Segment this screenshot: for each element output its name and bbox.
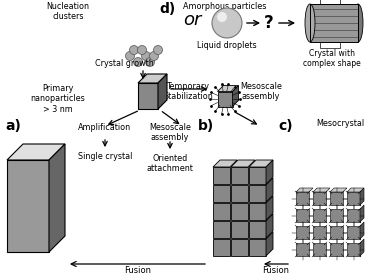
Polygon shape <box>231 203 248 220</box>
Text: Mesocrystal: Mesocrystal <box>316 119 364 128</box>
Polygon shape <box>266 178 273 202</box>
Polygon shape <box>320 0 340 4</box>
Polygon shape <box>249 239 266 256</box>
Polygon shape <box>330 209 343 222</box>
Circle shape <box>149 52 158 61</box>
Polygon shape <box>266 160 273 184</box>
Circle shape <box>145 58 154 67</box>
Circle shape <box>126 52 135 61</box>
Polygon shape <box>249 185 266 202</box>
Ellipse shape <box>305 4 315 42</box>
Circle shape <box>133 58 142 67</box>
Polygon shape <box>249 221 266 238</box>
Polygon shape <box>313 188 330 192</box>
Polygon shape <box>296 243 309 256</box>
Polygon shape <box>360 239 364 256</box>
Text: Amplification: Amplification <box>78 123 131 132</box>
Polygon shape <box>360 222 364 239</box>
Polygon shape <box>138 83 158 109</box>
Text: Temporary
Stabilization: Temporary Stabilization <box>163 82 213 101</box>
Text: a): a) <box>5 119 21 133</box>
Polygon shape <box>313 243 326 256</box>
Circle shape <box>138 45 147 55</box>
Polygon shape <box>266 196 273 220</box>
Polygon shape <box>320 42 340 48</box>
Polygon shape <box>249 167 266 184</box>
Polygon shape <box>266 232 273 256</box>
Polygon shape <box>249 160 273 167</box>
Polygon shape <box>7 160 49 252</box>
Text: ?: ? <box>264 14 274 32</box>
Polygon shape <box>330 192 343 205</box>
Polygon shape <box>360 205 364 222</box>
Polygon shape <box>347 188 364 192</box>
Text: Fusion: Fusion <box>262 266 289 274</box>
Polygon shape <box>347 192 360 205</box>
Polygon shape <box>296 209 309 222</box>
Polygon shape <box>313 192 326 205</box>
Polygon shape <box>347 243 360 256</box>
Polygon shape <box>231 167 248 184</box>
Polygon shape <box>313 209 326 222</box>
Text: Amorphous particles: Amorphous particles <box>183 2 267 11</box>
Polygon shape <box>213 203 230 220</box>
Polygon shape <box>296 188 313 192</box>
Polygon shape <box>213 160 237 167</box>
Polygon shape <box>232 85 239 107</box>
FancyBboxPatch shape <box>310 4 358 42</box>
Polygon shape <box>213 239 230 256</box>
Polygon shape <box>49 144 65 252</box>
Circle shape <box>217 12 227 22</box>
Text: Primary
nanoparticles
> 3 nm: Primary nanoparticles > 3 nm <box>31 84 85 114</box>
Polygon shape <box>266 214 273 238</box>
Circle shape <box>142 52 151 61</box>
Polygon shape <box>296 226 309 239</box>
Polygon shape <box>138 74 167 83</box>
Polygon shape <box>249 203 266 220</box>
Polygon shape <box>231 160 255 167</box>
Polygon shape <box>213 167 230 184</box>
Polygon shape <box>213 185 230 202</box>
Circle shape <box>212 8 242 38</box>
Text: Mesoscale
assembly: Mesoscale assembly <box>240 82 282 101</box>
Text: Crystal growth: Crystal growth <box>95 59 154 68</box>
Polygon shape <box>330 188 347 192</box>
Text: Liquid droplets: Liquid droplets <box>197 41 257 50</box>
Text: Oriented
attachment: Oriented attachment <box>147 154 193 173</box>
Polygon shape <box>231 239 248 256</box>
Text: Single crystal: Single crystal <box>78 152 132 161</box>
Polygon shape <box>158 74 167 109</box>
Polygon shape <box>296 192 309 205</box>
Text: Nucleation
clusters: Nucleation clusters <box>46 2 89 21</box>
Text: c): c) <box>278 119 292 133</box>
Text: Mesoscale
assembly: Mesoscale assembly <box>149 123 191 142</box>
Polygon shape <box>213 221 230 238</box>
Circle shape <box>129 45 138 55</box>
Polygon shape <box>347 226 360 239</box>
Text: Fusion: Fusion <box>124 266 151 274</box>
Circle shape <box>154 45 163 55</box>
Text: Crystal with
complex shape: Crystal with complex shape <box>303 49 361 68</box>
Polygon shape <box>218 92 232 107</box>
Polygon shape <box>313 226 326 239</box>
Polygon shape <box>330 226 343 239</box>
Ellipse shape <box>353 4 363 42</box>
Polygon shape <box>330 243 343 256</box>
Text: or: or <box>183 11 201 29</box>
Text: b): b) <box>198 119 214 133</box>
Polygon shape <box>7 144 65 160</box>
Polygon shape <box>360 188 364 205</box>
Polygon shape <box>218 85 239 92</box>
Polygon shape <box>231 221 248 238</box>
Text: d): d) <box>160 2 176 16</box>
Polygon shape <box>347 209 360 222</box>
Polygon shape <box>231 185 248 202</box>
